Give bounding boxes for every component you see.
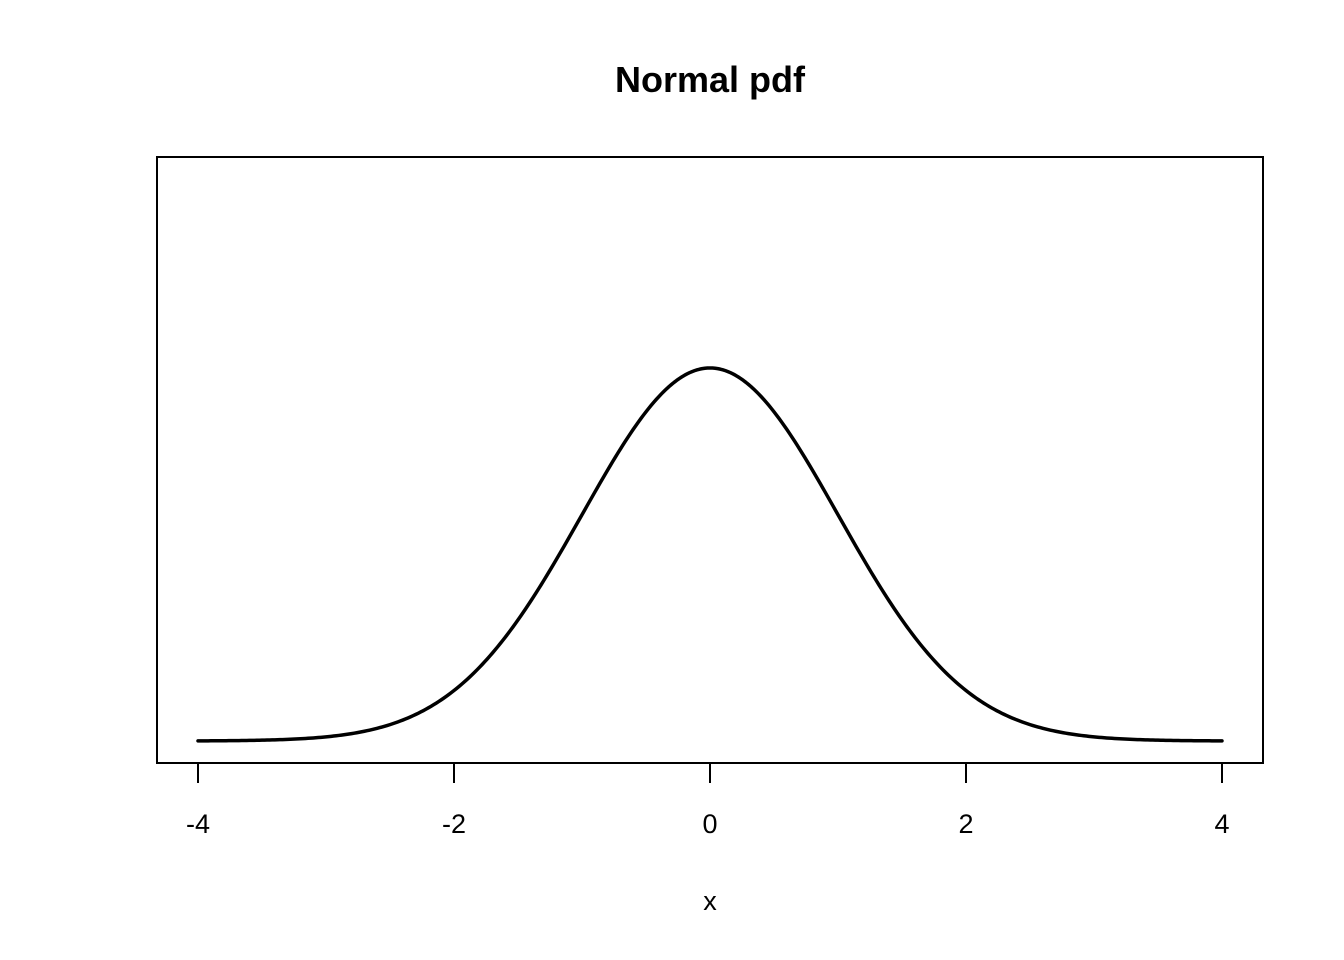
x-axis: -4 -2 0 2 4 [186,762,1230,839]
x-tick-label: -4 [186,809,210,839]
x-axis-label: x [703,886,717,916]
x-tick-label: -2 [442,809,466,839]
x-tick-label: 0 [702,809,717,839]
x-tick-label: 4 [1214,809,1229,839]
series-line [196,366,1224,743]
x-tick-label: 2 [958,809,973,839]
plot-frame [156,156,1264,764]
chart-title: Normal pdf [615,59,806,100]
